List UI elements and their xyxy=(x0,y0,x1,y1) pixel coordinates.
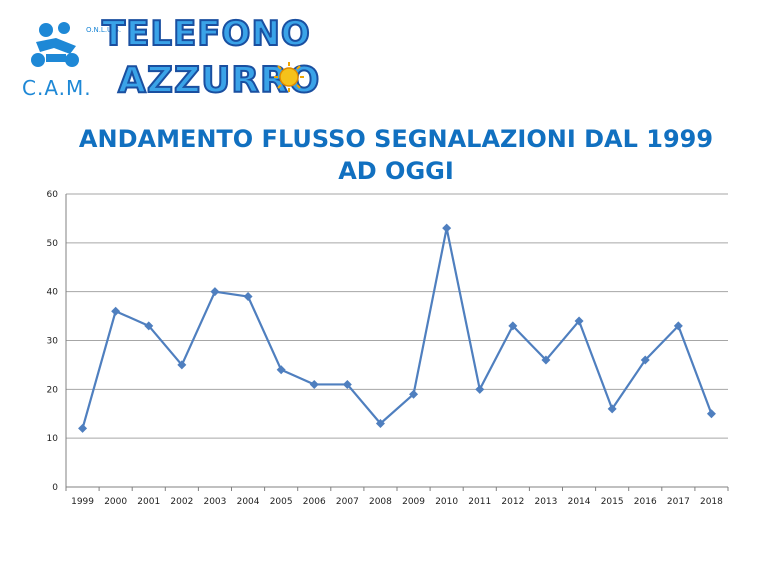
x-tick-label: 2010 xyxy=(435,497,458,507)
x-tick-label: 2005 xyxy=(270,497,293,507)
x-tick-label: 2018 xyxy=(700,497,723,507)
data-point xyxy=(375,419,385,429)
data-point xyxy=(673,321,683,331)
y-tick-label: 50 xyxy=(47,239,59,249)
x-tick-label: 2004 xyxy=(237,497,260,507)
x-tick-label: 2016 xyxy=(634,497,657,507)
data-point xyxy=(276,365,286,375)
data-point xyxy=(574,316,584,326)
logo-line-1: TELEFONO xyxy=(101,13,311,55)
page-title: ANDAMENTO FLUSSO SEGNALAZIONI DAL 1999 A… xyxy=(78,125,714,185)
series-line xyxy=(81,227,713,429)
x-tick-label: 2013 xyxy=(534,497,557,507)
logo: O.N.L.U.S. C.A.M. TELEFONO AZZURRO xyxy=(14,12,320,102)
y-tick-label: 60 xyxy=(47,190,59,200)
data-point xyxy=(309,379,319,389)
data-point xyxy=(111,306,121,316)
y-tick-label: 20 xyxy=(47,385,59,395)
x-tick-label: 2015 xyxy=(601,497,624,507)
y-tick-label: 30 xyxy=(47,337,59,347)
x-tick-label: 2009 xyxy=(402,497,425,507)
data-point xyxy=(640,355,650,365)
x-tick-label: 2003 xyxy=(203,497,226,507)
x-tick-label: 2014 xyxy=(568,497,591,507)
x-tick-label: 2017 xyxy=(667,497,690,507)
org-abbrev: C.A.M. xyxy=(22,76,92,100)
data-point xyxy=(144,321,154,331)
y-tick-label: 40 xyxy=(47,288,59,298)
data-point xyxy=(607,404,617,414)
axes xyxy=(65,194,729,491)
data-point xyxy=(210,287,220,297)
data-point xyxy=(243,292,253,302)
grid-lines xyxy=(66,193,728,439)
tick-labels: 0 10 20 30 40 50 60 1999 2000 2001 2002 2003 2004 200… xyxy=(47,190,724,507)
logo-figure-icon xyxy=(31,22,79,67)
x-tick-label: 2011 xyxy=(468,497,491,507)
data-point xyxy=(442,223,452,233)
x-tick-label: 2007 xyxy=(336,497,359,507)
data-point xyxy=(541,355,551,365)
x-tick-label: 2006 xyxy=(303,497,326,507)
y-tick-label: 0 xyxy=(52,483,58,493)
series xyxy=(78,223,716,433)
x-tick-label: 2012 xyxy=(501,497,524,507)
data-point xyxy=(508,321,518,331)
sun-icon xyxy=(274,62,304,92)
data-point xyxy=(342,379,352,389)
x-tick-label: 1999 xyxy=(71,497,94,507)
data-point xyxy=(78,423,88,433)
data-point xyxy=(409,389,419,399)
x-tick-label: 2001 xyxy=(137,497,160,507)
x-tick-label: 2000 xyxy=(104,497,127,507)
data-point xyxy=(475,384,485,394)
x-tick-label: 2002 xyxy=(170,497,193,507)
data-point xyxy=(177,360,187,370)
x-tick-label: 2008 xyxy=(369,497,392,507)
y-tick-label: 10 xyxy=(47,434,59,444)
data-point xyxy=(706,409,716,419)
